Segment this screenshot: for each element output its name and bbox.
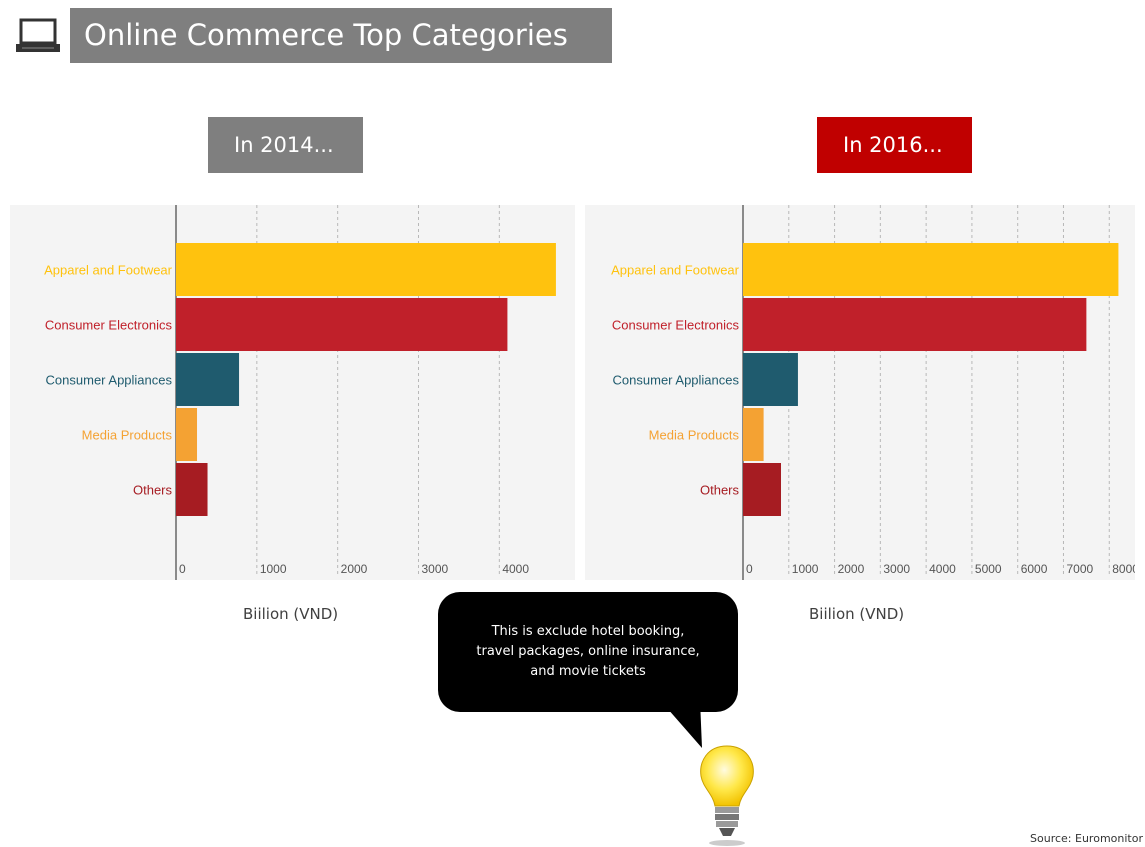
category-label: Others (133, 483, 173, 498)
x-tick-label: 3000 (883, 562, 910, 576)
year-label-2014: In 2014... (208, 117, 363, 173)
callout-line-2: travel packages, online insurance, (476, 644, 700, 659)
x-axis-title-2014: Biilion (VND) (243, 605, 339, 623)
callout-tail (660, 700, 702, 748)
category-label: Apparel and Footwear (44, 263, 173, 278)
x-tick-label: 2000 (838, 562, 865, 576)
chart-2014: 0 1000 2000 3000 4000 Apparel and Footwear Con… (10, 205, 575, 580)
page-title: Online Commerce Top Categories (70, 8, 612, 63)
x-tick-label: 8000 (1112, 562, 1135, 576)
x-tick-label: 1000 (260, 562, 287, 576)
x-tick-label: 6000 (1021, 562, 1048, 576)
x-axis-title-2016: Biilion (VND) (809, 605, 905, 623)
category-label: Consumer Electronics (45, 318, 173, 333)
callout-line-1: This is exclude hotel booking, (491, 624, 685, 639)
bar (176, 463, 208, 516)
x-tick-label: 4000 (502, 562, 529, 576)
category-label: Others (700, 483, 740, 498)
bar (743, 243, 1119, 296)
category-label: Consumer Electronics (612, 318, 740, 333)
bar (743, 298, 1087, 351)
x-tick-label: 5000 (975, 562, 1002, 576)
x-tick-label: 7000 (1066, 562, 1093, 576)
bar (743, 408, 764, 461)
x-tick-label: 2000 (341, 562, 368, 576)
bar (176, 243, 556, 296)
chart-2016: 0 1000 2000 3000 4000 5000 6000 7000 8000 Apparel… (585, 205, 1135, 580)
x-tick-label: 0 (746, 562, 753, 576)
bar (176, 353, 240, 406)
callout-note: This is exclude hotel booking, travel pa… (438, 592, 738, 712)
bar (176, 298, 508, 351)
category-label: Media Products (649, 428, 740, 443)
category-label: Consumer Appliances (613, 373, 740, 388)
lightbulb-icon (700, 745, 754, 846)
laptop-icon (16, 18, 60, 52)
x-tick-label: 0 (179, 562, 186, 576)
category-label: Apparel and Footwear (611, 263, 740, 278)
callout-line-3: and movie tickets (530, 664, 646, 679)
x-tick-label: 3000 (422, 562, 449, 576)
bar (743, 463, 781, 516)
x-tick-label: 1000 (792, 562, 819, 576)
bar (743, 353, 798, 406)
category-label: Media Products (82, 428, 173, 443)
x-tick-label: 4000 (929, 562, 956, 576)
category-label: Consumer Appliances (46, 373, 173, 388)
year-label-2016: In 2016... (817, 117, 972, 173)
bar (176, 408, 198, 461)
source-note: Source: Euromonitor (1030, 832, 1143, 845)
